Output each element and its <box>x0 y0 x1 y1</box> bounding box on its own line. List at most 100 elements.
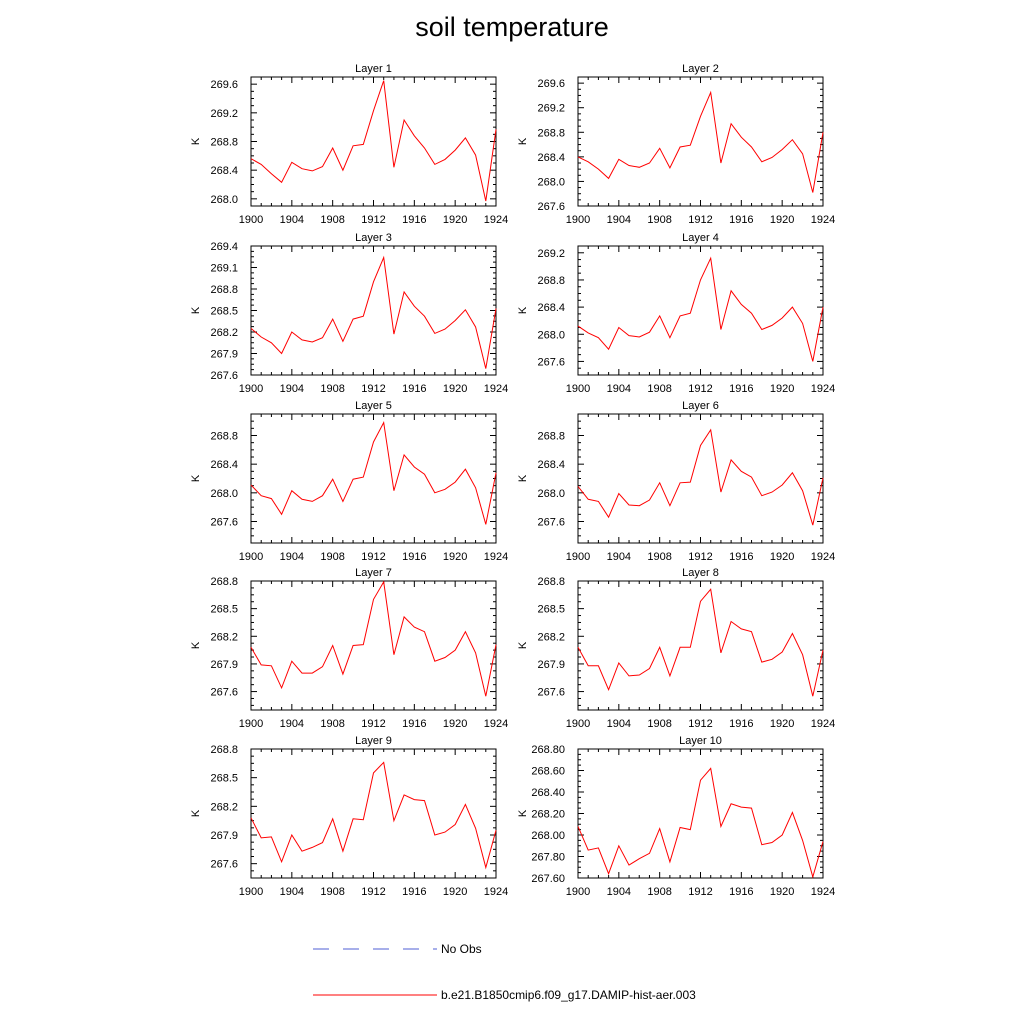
panel-9-ylabel: K <box>190 809 202 817</box>
panel-9-xtick-label: 1916 <box>402 886 426 898</box>
panel-8-xtick-label: 1920 <box>770 718 794 730</box>
panel-9-xtick-label: 1908 <box>320 886 344 898</box>
panel-9-frame <box>250 748 497 879</box>
panel-7-xtick-label: 1904 <box>280 718 304 730</box>
panel-8-xtick-label: 1900 <box>566 718 590 730</box>
panel-2-ytick-label: 267.6 <box>537 201 565 213</box>
panel-4-xtick-label: 1924 <box>811 383 835 395</box>
panel-10-ytick-label: 268.20 <box>531 809 565 821</box>
panel-2-xtick-label: 1924 <box>811 214 835 226</box>
panel-2-xtick-label: 1920 <box>770 214 794 226</box>
panel-4-xtick-label: 1916 <box>729 383 753 395</box>
panel-4-xtick-label: 1920 <box>770 383 794 395</box>
panel-5-xtick-label: 1920 <box>443 551 467 563</box>
panel-6-ylabel: K <box>517 474 529 482</box>
panel-8-ytick-label: 268.2 <box>537 631 565 643</box>
panel-3-frame <box>250 245 497 376</box>
panel-6-series-line <box>577 428 824 526</box>
panel-9-xtick-label: 1912 <box>361 886 385 898</box>
panel-1-xtick-label: 1908 <box>320 214 344 226</box>
panel-9-series-line <box>250 761 497 870</box>
panel-6: Layer 6 K 1900 1904 1908 1912 1916 1920 1924 267.… <box>517 400 835 563</box>
panel-6-xtick-label: 1912 <box>688 551 712 563</box>
panel-3: Layer 3 K 1900 1904 1908 1912 1916 1920 1924 267.… <box>190 232 508 395</box>
panel-6-xtick-label: 1924 <box>811 551 835 563</box>
figure-title: soil temperature <box>415 12 609 42</box>
panel-7-ytick-label: 267.9 <box>210 659 238 671</box>
panel-10-series-line <box>577 767 824 879</box>
panel-8-xtick-label: 1908 <box>647 718 671 730</box>
panel-6-xtick-label: 1916 <box>729 551 753 563</box>
panel-4-series-line <box>577 256 824 362</box>
panel-1-ytick-label: 269.2 <box>210 108 238 120</box>
panel-2-ytick-label: 269.2 <box>537 103 565 115</box>
panel-8-ytick-label: 268.8 <box>537 576 565 588</box>
panel-1-xtick-label: 1924 <box>484 214 508 226</box>
panel-7: Layer 7 K 1900 1904 1908 1912 1916 1920 1924 267.… <box>190 567 508 730</box>
panel-10-xtick-label: 1912 <box>688 886 712 898</box>
panel-4-xtick-label: 1908 <box>647 383 671 395</box>
panel-4-xtick-label: 1904 <box>607 383 631 395</box>
panel-10-xtick-label: 1916 <box>729 886 753 898</box>
panel-4-xtick-label: 1912 <box>688 383 712 395</box>
panel-5-title: Layer 5 <box>355 400 392 412</box>
panel-10-ytick-label: 267.60 <box>531 873 565 885</box>
panel-6-xtick-label: 1900 <box>566 551 590 563</box>
panel-3-ytick-label: 268.5 <box>210 306 238 318</box>
panel-2-xtick-label: 1912 <box>688 214 712 226</box>
panel-10: Layer 10 K 1900 1904 1908 1912 1916 1920 1924 267… <box>517 735 835 898</box>
panel-7-series-line <box>250 580 497 697</box>
panel-8-ytick-label: 268.5 <box>537 604 565 616</box>
panel-8-xtick-label: 1912 <box>688 718 712 730</box>
panel-7-xtick-label: 1920 <box>443 718 467 730</box>
panel-8-ytick-label: 267.9 <box>537 659 565 671</box>
panel-6-xtick-label: 1920 <box>770 551 794 563</box>
panel-4-ytick-label: 268.4 <box>537 302 565 314</box>
panel-6-ytick-label: 268.8 <box>537 431 565 443</box>
panel-4-ytick-label: 268.8 <box>537 275 565 287</box>
panel-3-ytick-label: 267.9 <box>210 349 238 361</box>
panel-1-ytick-label: 269.6 <box>210 79 238 91</box>
panel-1-ytick-label: 268.0 <box>210 194 238 206</box>
panel-2-title: Layer 2 <box>682 63 719 75</box>
panel-3-xtick-label: 1916 <box>402 383 426 395</box>
panel-3-ytick-label: 267.6 <box>210 370 238 382</box>
panel-2-frame <box>577 76 824 207</box>
panel-9-xtick-label: 1900 <box>239 886 263 898</box>
panel-6-title: Layer 6 <box>682 400 719 412</box>
panel-2-xtick-label: 1908 <box>647 214 671 226</box>
panel-1-ytick-label: 268.8 <box>210 137 238 149</box>
panel-3-ytick-label: 269.4 <box>210 241 238 253</box>
panel-1-series-line <box>250 80 497 202</box>
panel-10-ytick-label: 268.80 <box>531 744 565 756</box>
panel-4-ytick-label: 269.2 <box>537 248 565 260</box>
panel-10-title: Layer 10 <box>679 735 722 747</box>
panel-8-ytick-label: 267.6 <box>537 687 565 699</box>
panel-2-ylabel: K <box>517 137 529 145</box>
panel-1: Layer 1 K 1900 1904 1908 1912 1916 1920 1924 268.… <box>190 63 508 226</box>
panel-5-xtick-label: 1924 <box>484 551 508 563</box>
panel-1-ylabel: K <box>190 137 202 145</box>
panel-7-ytick-label: 267.6 <box>210 687 238 699</box>
panel-3-series-line <box>250 255 497 369</box>
panel-8-series-line <box>577 588 824 697</box>
panel-10-xtick-label: 1920 <box>770 886 794 898</box>
panel-6-ytick-label: 267.6 <box>537 517 565 529</box>
panel-3-ytick-label: 268.8 <box>210 284 238 296</box>
panel-4: Layer 4 K 1900 1904 1908 1912 1916 1920 1924 267.… <box>517 232 835 395</box>
panel-4-frame <box>577 245 824 376</box>
panel-9-ytick-label: 268.8 <box>210 744 238 756</box>
panel-5-ytick-label: 267.6 <box>210 517 238 529</box>
panel-10-xtick-label: 1908 <box>647 886 671 898</box>
panel-8-title: Layer 8 <box>682 567 719 579</box>
panel-10-xtick-label: 1924 <box>811 886 835 898</box>
panel-2-xtick-label: 1904 <box>607 214 631 226</box>
panel-2-ytick-label: 268.0 <box>537 176 565 188</box>
panel-5-xtick-label: 1916 <box>402 551 426 563</box>
panel-7-xtick-label: 1924 <box>484 718 508 730</box>
panel-3-ytick-label: 269.1 <box>210 263 238 275</box>
panel-2-ytick-label: 269.6 <box>537 78 565 90</box>
panel-3-ytick-label: 268.2 <box>210 327 238 339</box>
panel-2: Layer 2 K 1900 1904 1908 1912 1916 1920 1924 267.… <box>517 63 835 226</box>
